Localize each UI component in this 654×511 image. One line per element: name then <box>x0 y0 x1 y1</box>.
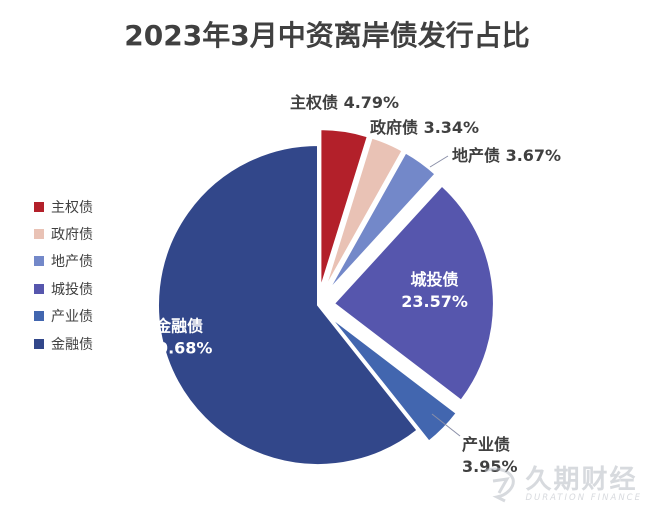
legend-label: 政府债 <box>51 227 93 244</box>
legend-item: 政府债 <box>34 220 93 247</box>
legend-swatch <box>34 256 44 267</box>
legend-swatch <box>34 201 44 212</box>
pie-slice <box>319 128 370 290</box>
legend-item: 金融债 <box>34 330 93 357</box>
pie-slice <box>326 151 437 293</box>
slice-data-label: 金融债 60.68% <box>146 316 213 357</box>
slice-data-label: 主权债 4.79% <box>290 93 399 112</box>
leader-line <box>431 413 461 437</box>
pie-slice <box>157 143 419 466</box>
legend-label: 产业债 <box>51 309 93 326</box>
legend-swatch <box>34 229 44 240</box>
duration-logo-icon <box>484 467 516 503</box>
legend-item: 主权债 <box>34 193 93 220</box>
legend-swatch <box>34 283 44 294</box>
legend-swatch <box>34 311 44 322</box>
legend-label: 金融债 <box>51 336 93 353</box>
legend-label: 地产债 <box>51 254 93 271</box>
legend-item: 地产债 <box>34 248 93 275</box>
slice-data-label: 地产债 3.67% <box>452 146 561 165</box>
pie-slice <box>323 136 404 291</box>
watermark: 久期财经 DURATION FINANCE <box>479 465 642 505</box>
legend-label: 城投债 <box>51 281 93 298</box>
legend: 主权债政府债地产债城投债产业债金融债 <box>34 193 93 357</box>
chart-title: 2023年3月中资离岸债发行占比 <box>124 19 530 52</box>
legend-item: 城投债 <box>34 275 93 302</box>
pie-slice <box>332 184 495 403</box>
watermark-name: 久期财经 <box>525 465 638 495</box>
pie-slice <box>328 315 459 443</box>
leader-line <box>429 155 449 168</box>
legend-swatch <box>34 338 44 349</box>
slice-data-label: 政府债 3.34% <box>370 118 479 137</box>
legend-label: 主权债 <box>51 199 93 216</box>
watermark-subtitle: DURATION FINANCE <box>525 493 642 503</box>
legend-item: 产业债 <box>34 303 93 330</box>
slice-data-label: 城投债 23.57% <box>401 270 468 311</box>
